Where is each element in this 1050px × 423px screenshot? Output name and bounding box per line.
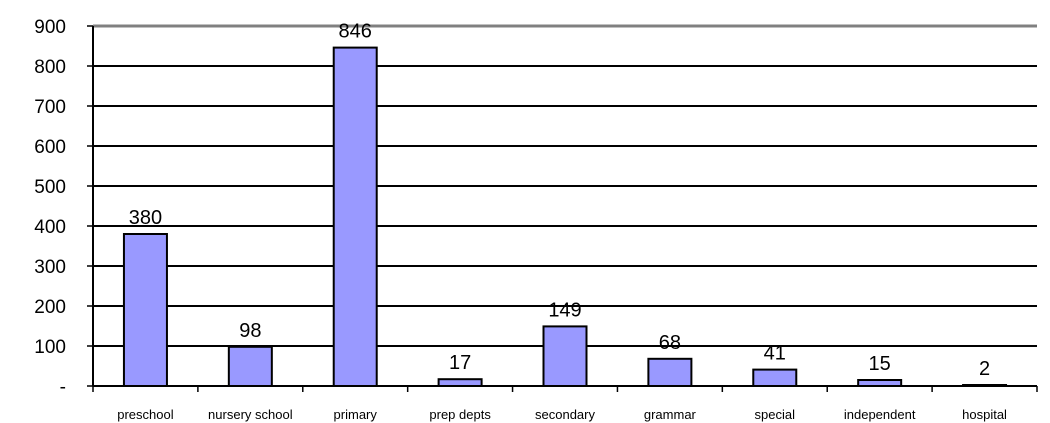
x-tick-label: primary xyxy=(334,407,378,422)
bar-prep-depts xyxy=(437,378,483,388)
axes xyxy=(92,26,1038,392)
y-tick-label: 900 xyxy=(34,17,66,38)
bar-preschool xyxy=(122,233,168,387)
x-tick-label: independent xyxy=(844,407,916,422)
y-tick-label: 500 xyxy=(34,177,66,198)
x-tick-label: secondary xyxy=(535,407,595,422)
x-tick-label: nursery school xyxy=(208,407,293,422)
data-label: 15 xyxy=(869,353,891,375)
bars xyxy=(122,46,1008,388)
data-label: 68 xyxy=(659,332,681,354)
x-tick-label: preschool xyxy=(117,407,173,422)
data-label: 380 xyxy=(129,207,162,229)
data-labels: 380 98 846 17 149 68 41 15 2 xyxy=(129,21,990,381)
x-tick-label: prep depts xyxy=(429,407,491,422)
y-tick-label: 400 xyxy=(34,217,66,238)
data-label: 41 xyxy=(764,343,786,365)
data-label: 2 xyxy=(979,358,990,380)
gridlines xyxy=(93,24,1037,347)
bar-nursery-school xyxy=(227,345,273,387)
y-tick-label: 600 xyxy=(34,137,66,158)
y-tick-label: 100 xyxy=(34,337,66,358)
data-label: 98 xyxy=(239,320,261,342)
y-tick-label: 700 xyxy=(34,97,66,118)
y-tick-label: - xyxy=(60,377,66,398)
data-label: 17 xyxy=(449,352,471,374)
bar-secondary xyxy=(542,325,588,387)
x-tick-label: hospital xyxy=(962,407,1007,422)
data-label: 846 xyxy=(339,21,372,43)
y-tick-label: 800 xyxy=(34,57,66,78)
y-tick-label: 300 xyxy=(34,257,66,278)
x-tick-label: grammar xyxy=(644,407,697,422)
data-label: 149 xyxy=(548,299,581,321)
bar-special xyxy=(752,368,798,388)
y-axis-ticks: - 100 200 300 400 500 600 700 800 900 xyxy=(34,17,93,398)
x-axis-labels: preschool nursery school primary prep depts… xyxy=(117,407,1007,422)
y-tick-label: 200 xyxy=(34,297,66,318)
x-tick-label: special xyxy=(755,407,796,422)
bar-grammar xyxy=(647,357,693,387)
bar-primary xyxy=(332,46,378,387)
